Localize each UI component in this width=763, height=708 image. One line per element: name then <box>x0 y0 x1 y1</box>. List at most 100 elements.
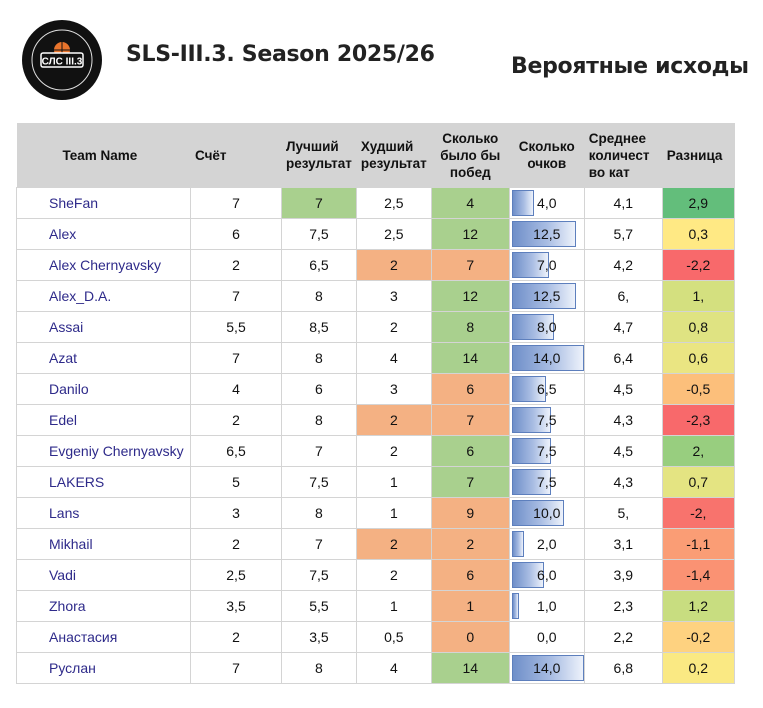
cell-team[interactable]: Azat <box>16 342 191 374</box>
cell-points: 6,0 <box>508 559 585 591</box>
cell-best: 3,5 <box>281 621 357 653</box>
cell-wins: 4 <box>430 187 510 219</box>
cell-best: 7 <box>281 187 357 219</box>
points-value: 1,0 <box>537 598 557 614</box>
cell-best: 8 <box>281 342 357 374</box>
points-value: 0,0 <box>537 629 557 645</box>
table-row[interactable]: Edel 2 8 2 7 7,5 4,3 -2,3 <box>16 404 735 436</box>
cell-avg: 3,1 <box>583 528 663 560</box>
cell-diff: -0,5 <box>661 373 735 405</box>
table-row[interactable]: Assai 5,5 8,5 2 8 8,0 4,7 0,8 <box>16 311 735 343</box>
cell-worst: 2 <box>355 559 432 591</box>
cell-wins: 2 <box>430 528 510 560</box>
cell-points: 6,5 <box>508 373 585 405</box>
col-worst[interactable]: Худший результат <box>356 123 432 188</box>
col-wins[interactable]: Сколько было бы побед <box>431 123 510 188</box>
points-value: 6,0 <box>537 567 557 583</box>
cell-worst: 4 <box>355 652 432 684</box>
table-row[interactable]: Danilo 4 6 3 6 6,5 4,5 -0,5 <box>16 373 735 405</box>
cell-diff: 2, <box>661 435 735 467</box>
cell-diff: -1,4 <box>661 559 735 591</box>
table-row[interactable]: Azat 7 8 4 14 14,0 6,4 0,6 <box>16 342 735 374</box>
cell-wins: 7 <box>430 466 510 498</box>
cell-wins: 7 <box>430 404 510 436</box>
cell-avg: 2,2 <box>583 621 663 653</box>
cell-points: 4,0 <box>508 187 585 219</box>
cell-best: 5,5 <box>281 590 357 622</box>
points-value: 2,0 <box>537 536 557 552</box>
cell-worst: 2,5 <box>355 187 432 219</box>
cell-worst: 2 <box>355 249 432 281</box>
cell-best: 7,5 <box>281 466 357 498</box>
cell-team[interactable]: Mikhail <box>16 528 191 560</box>
table-row[interactable]: Анастасия 2 3,5 0,5 0 0,0 2,2 -0,2 <box>16 621 735 653</box>
table-row[interactable]: Zhora 3,5 5,5 1 1 1,0 2,3 1,2 <box>16 590 735 622</box>
points-value: 4,0 <box>537 195 557 211</box>
col-diff[interactable]: Разница <box>662 123 735 188</box>
cell-avg: 3,9 <box>583 559 663 591</box>
col-team-name[interactable]: Team Name <box>16 123 191 188</box>
col-score[interactable]: Счёт <box>190 123 282 188</box>
page-subtitle: Вероятные исходы <box>511 54 749 79</box>
cell-team[interactable]: Lans <box>16 497 191 529</box>
col-points[interactable]: Сколько очков <box>509 123 585 188</box>
cell-team[interactable]: Assai <box>16 311 191 343</box>
cell-avg: 6,4 <box>583 342 663 374</box>
table-body: SheFan 7 7 2,5 4 4,0 4,1 2,9 Alex 6 7,5 2,5 12 12,5 5,… <box>16 187 735 684</box>
cell-team[interactable]: SheFan <box>16 187 191 219</box>
cell-team[interactable]: Evgeniy Chernyavsky <box>16 435 191 467</box>
cell-best: 7 <box>281 528 357 560</box>
cell-wins: 12 <box>430 280 510 312</box>
cell-team[interactable]: Руслан <box>16 652 191 684</box>
points-value: 10,0 <box>533 505 561 521</box>
cell-score: 7 <box>190 342 282 374</box>
table-row[interactable]: SheFan 7 7 2,5 4 4,0 4,1 2,9 <box>16 187 735 219</box>
cell-score: 6 <box>190 218 282 250</box>
cell-diff: -2,2 <box>661 249 735 281</box>
cell-best: 7,5 <box>281 218 357 250</box>
cell-team[interactable]: Vadi <box>16 559 191 591</box>
cell-avg: 2,3 <box>583 590 663 622</box>
cell-team[interactable]: LAKERS <box>16 466 191 498</box>
table-row[interactable]: Mikhail 2 7 2 2 2,0 3,1 -1,1 <box>16 528 735 560</box>
cell-score: 5 <box>190 466 282 498</box>
cell-team[interactable]: Danilo <box>16 373 191 405</box>
cell-diff: 0,7 <box>661 466 735 498</box>
table-row[interactable]: Alex 6 7,5 2,5 12 12,5 5,7 0,3 <box>16 218 735 250</box>
col-avg[interactable]: Среднее количест во кат <box>584 123 663 188</box>
cell-avg: 5,7 <box>583 218 663 250</box>
cell-wins: 1 <box>430 590 510 622</box>
cell-diff: -0,2 <box>661 621 735 653</box>
cell-team[interactable]: Edel <box>16 404 191 436</box>
cell-team[interactable]: Alex_D.A. <box>16 280 191 312</box>
col-best[interactable]: Лучший результат <box>281 123 357 188</box>
cell-team[interactable]: Alex <box>16 218 191 250</box>
cell-worst: 3 <box>355 373 432 405</box>
points-data-bar <box>511 190 534 216</box>
cell-team[interactable]: Анастасия <box>16 621 191 653</box>
cell-wins: 7 <box>430 249 510 281</box>
points-value: 8,0 <box>537 319 557 335</box>
cell-score: 7 <box>190 280 282 312</box>
cell-team[interactable]: Alex Chernyavsky <box>16 249 191 281</box>
table-row[interactable]: Alex_D.A. 7 8 3 12 12,5 6, 1, <box>16 280 735 312</box>
cell-wins: 6 <box>430 373 510 405</box>
cell-avg: 4,3 <box>583 466 663 498</box>
header-row: Team Name Счёт Лучший результат Худший р… <box>16 123 735 188</box>
cell-score: 7 <box>190 187 282 219</box>
cell-best: 6,5 <box>281 249 357 281</box>
cell-avg: 6, <box>583 280 663 312</box>
cell-wins: 6 <box>430 559 510 591</box>
cell-diff: -1,1 <box>661 528 735 560</box>
table-row[interactable]: LAKERS 5 7,5 1 7 7,5 4,3 0,7 <box>16 466 735 498</box>
cell-worst: 4 <box>355 342 432 374</box>
table-row[interactable]: Alex Chernyavsky 2 6,5 2 7 7,0 4,2 -2,2 <box>16 249 735 281</box>
table-row[interactable]: Lans 3 8 1 9 10,0 5, -2, <box>16 497 735 529</box>
cell-team[interactable]: Zhora <box>16 590 191 622</box>
table-row[interactable]: Evgeniy Chernyavsky 6,5 7 2 6 7,5 4,5 2, <box>16 435 735 467</box>
table-row[interactable]: Vadi 2,5 7,5 2 6 6,0 3,9 -1,4 <box>16 559 735 591</box>
cell-score: 2,5 <box>190 559 282 591</box>
points-value: 6,5 <box>537 381 557 397</box>
table-row[interactable]: Руслан 7 8 4 14 14,0 6,8 0,2 <box>16 652 735 684</box>
standings-table: Team Name Счёт Лучший результат Худший р… <box>16 123 735 684</box>
